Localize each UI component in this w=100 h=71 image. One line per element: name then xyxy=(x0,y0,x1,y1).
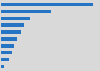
Bar xyxy=(1,30,21,34)
Bar xyxy=(1,3,94,6)
Bar xyxy=(1,10,51,13)
Bar xyxy=(1,58,9,61)
Bar xyxy=(1,44,14,48)
Bar xyxy=(1,23,24,27)
Bar xyxy=(1,37,17,41)
Bar xyxy=(1,65,4,68)
Bar xyxy=(1,17,30,20)
Bar xyxy=(1,51,12,54)
